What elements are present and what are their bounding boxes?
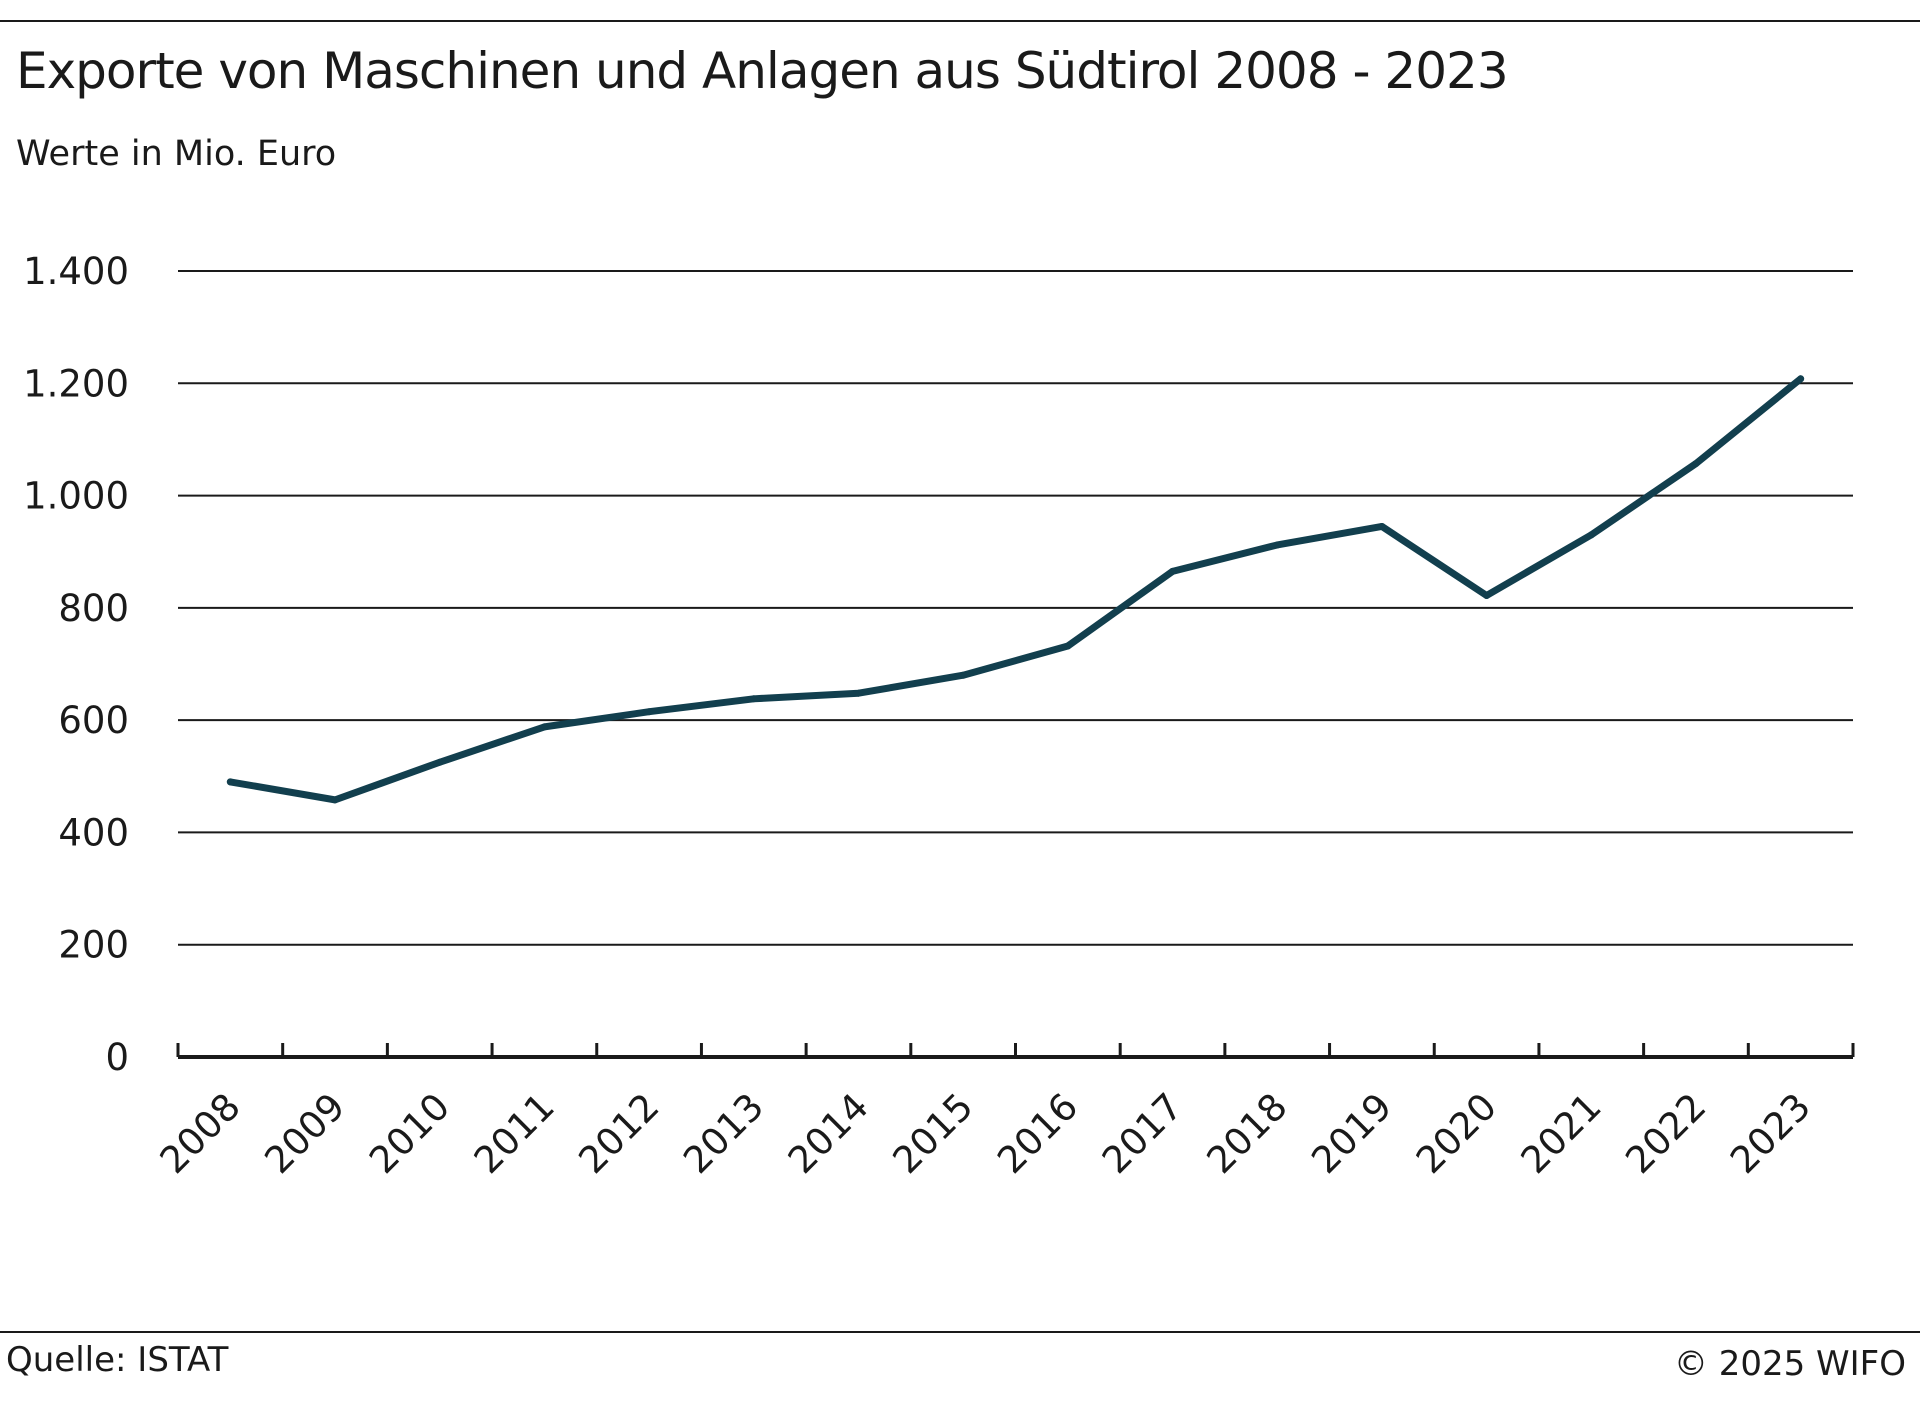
x-tick-label: 2009 [256, 1085, 353, 1182]
y-tick-label: 200 [58, 924, 129, 967]
data-point [1273, 541, 1281, 549]
source-note: Quelle: ISTAT [6, 1340, 229, 1380]
bottom-rule [0, 1331, 1920, 1333]
data-point [331, 796, 339, 804]
copyright-note: © 2025 WIFO [1673, 1344, 1906, 1384]
chart-title: Exporte von Maschinen und Anlagen aus Sü… [16, 42, 1509, 100]
data-point [1692, 460, 1700, 468]
data-point [854, 689, 862, 697]
data-point [1169, 567, 1177, 575]
data-point [1797, 375, 1805, 383]
x-tick-label: 2011 [466, 1085, 563, 1182]
x-tick-label: 2014 [780, 1085, 877, 1182]
data-point [436, 758, 444, 766]
y-tick-label: 1.000 [23, 475, 129, 518]
data-point [1378, 522, 1386, 530]
series-line [226, 375, 1805, 804]
data-point [540, 723, 548, 731]
x-tick-label: 2012 [570, 1085, 667, 1182]
y-tick-label: 1.400 [23, 250, 129, 293]
x-tick-label: 2020 [1408, 1085, 1505, 1182]
x-tick-label: 2015 [885, 1085, 982, 1182]
x-tick-label: 2017 [1094, 1085, 1191, 1182]
x-tick-label: 2021 [1513, 1085, 1610, 1182]
data-point [750, 695, 758, 703]
data-point [1587, 531, 1595, 539]
x-tick-label: 2016 [989, 1085, 1086, 1182]
x-tick-label: 2022 [1617, 1085, 1714, 1182]
data-point [1483, 592, 1491, 600]
x-tick-label: 2023 [1722, 1085, 1819, 1182]
top-rule [0, 20, 1920, 22]
y-tick-label: 400 [58, 811, 129, 854]
x-tick-label: 2013 [675, 1085, 772, 1182]
chart-subtitle: Werte in Mio. Euro [16, 134, 337, 174]
y-tick-label: 0 [105, 1036, 129, 1079]
data-point [1064, 642, 1072, 650]
y-tick-label: 1.200 [23, 362, 129, 405]
x-tick-label: 2008 [152, 1085, 249, 1182]
x-tick-label: 2010 [361, 1085, 458, 1182]
data-point [959, 671, 967, 679]
data-point [226, 778, 234, 786]
x-tick-label: 2018 [1199, 1085, 1296, 1182]
data-point [645, 708, 653, 716]
x-tick-label: 2019 [1303, 1085, 1400, 1182]
y-tick-label: 600 [58, 699, 129, 742]
y-tick-label: 800 [58, 587, 129, 630]
